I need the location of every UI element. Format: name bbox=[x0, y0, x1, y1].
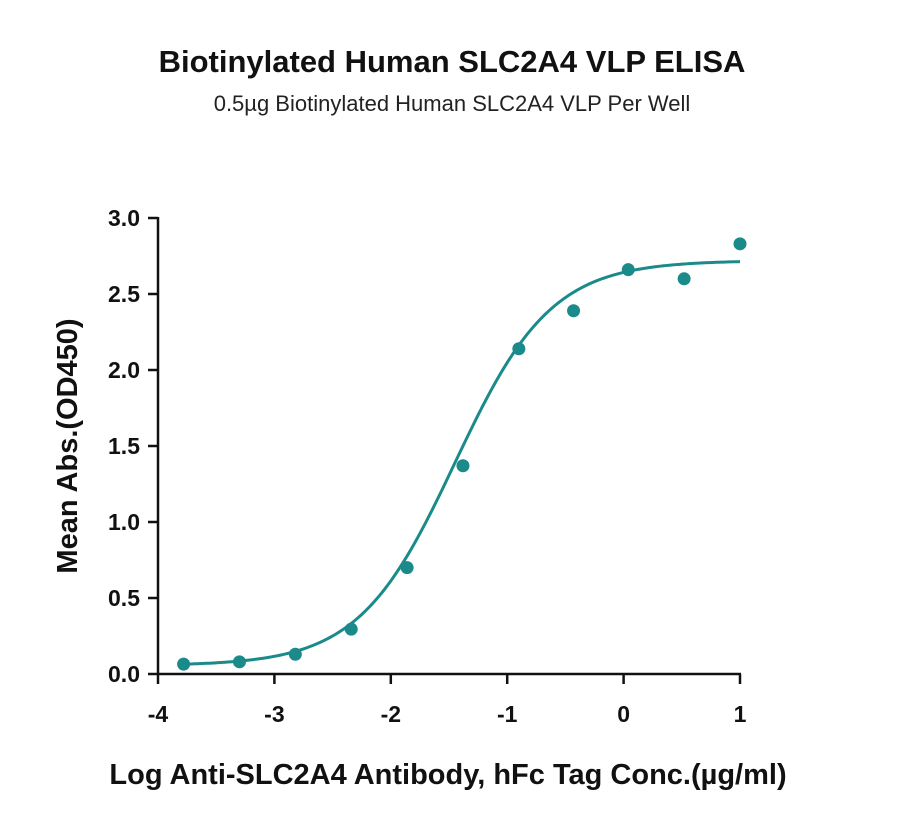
chart-title: Biotinylated Human SLC2A4 VLP ELISA bbox=[159, 44, 746, 79]
data-point bbox=[733, 237, 747, 251]
data-point bbox=[232, 655, 246, 669]
y-axis-title: Mean Abs.(OD450) bbox=[52, 318, 84, 573]
data-point bbox=[344, 622, 358, 636]
x-axis-title: Log Anti-SLC2A4 Antibody, hFc Tag Conc.(… bbox=[109, 759, 786, 791]
data-point bbox=[288, 647, 302, 661]
data-point bbox=[567, 304, 581, 318]
data-points bbox=[177, 237, 747, 671]
fit-curve-group bbox=[183, 260, 741, 666]
data-point bbox=[512, 342, 526, 356]
y-axis-ticks: 0.0 0.5 1.0 1.5 2.0 2.5 3.0 bbox=[108, 205, 158, 687]
x-tick-label: -1 bbox=[497, 701, 518, 727]
y-tick-label: 2.5 bbox=[108, 281, 140, 307]
x-axis-ticks: -4 -3 -2 -1 0 1 bbox=[148, 674, 747, 727]
axes bbox=[156, 217, 741, 676]
x-tick-label: 1 bbox=[734, 701, 747, 727]
data-point bbox=[400, 561, 414, 575]
y-tick-label: 0.5 bbox=[108, 585, 140, 611]
x-tick-label: -2 bbox=[381, 701, 401, 727]
y-tick-label: 3.0 bbox=[108, 205, 140, 231]
x-tick-label: -3 bbox=[264, 701, 284, 727]
x-tick-label: -4 bbox=[148, 701, 169, 727]
fit-curve bbox=[183, 260, 741, 666]
data-point bbox=[677, 272, 691, 286]
x-tick-label: 0 bbox=[617, 701, 630, 727]
y-tick-label: 1.0 bbox=[108, 509, 140, 535]
y-tick-label: 0.0 bbox=[108, 661, 140, 687]
data-point bbox=[621, 263, 635, 277]
data-point bbox=[177, 657, 191, 671]
y-tick-label: 1.5 bbox=[108, 433, 140, 459]
y-tick-label: 2.0 bbox=[108, 357, 140, 383]
chart-subtitle: 0.5µg Biotinylated Human SLC2A4 VLP Per … bbox=[214, 91, 691, 116]
data-point bbox=[456, 459, 470, 473]
